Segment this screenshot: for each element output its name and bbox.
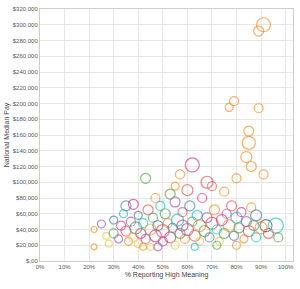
svg-text:$220,000: $220,000 [13, 85, 39, 91]
svg-text:20%: 20% [83, 264, 96, 270]
svg-text:$120,000: $120,000 [13, 164, 39, 170]
svg-text:$260,000: $260,000 [13, 53, 39, 59]
svg-text:$160,000: $160,000 [13, 132, 39, 138]
svg-text:80%: 80% [230, 264, 243, 270]
svg-text:50%: 50% [157, 264, 170, 270]
svg-text:$300,000: $300,000 [13, 22, 39, 28]
svg-text:60%: 60% [181, 264, 194, 270]
svg-text:$40,000: $40,000 [16, 227, 38, 233]
svg-text:$240,000: $240,000 [13, 69, 39, 75]
svg-text:% Reporting High Meaning: % Reporting High Meaning [125, 271, 209, 279]
svg-text:$,00: $,00 [26, 258, 38, 264]
svg-text:$20,000: $20,000 [16, 242, 38, 248]
svg-text:10%: 10% [59, 264, 72, 270]
svg-text:$60,000: $60,000 [16, 211, 38, 217]
svg-text:0%: 0% [36, 264, 45, 270]
svg-text:100%: 100% [278, 264, 294, 270]
svg-text:$100,000: $100,000 [13, 179, 39, 185]
svg-text:$200,000: $200,000 [13, 101, 39, 107]
svg-text:$80,000: $80,000 [16, 195, 38, 201]
svg-text:National Median Pay: National Median Pay [3, 102, 11, 167]
svg-text:30%: 30% [108, 264, 121, 270]
svg-text:$320,000: $320,000 [13, 6, 39, 12]
svg-text:90%: 90% [255, 264, 268, 270]
svg-text:$280,000: $280,000 [13, 38, 39, 44]
svg-text:$180,000: $180,000 [13, 116, 39, 122]
svg-text:40%: 40% [132, 264, 145, 270]
svg-text:$140,000: $140,000 [13, 148, 39, 154]
svg-text:70%: 70% [206, 264, 219, 270]
